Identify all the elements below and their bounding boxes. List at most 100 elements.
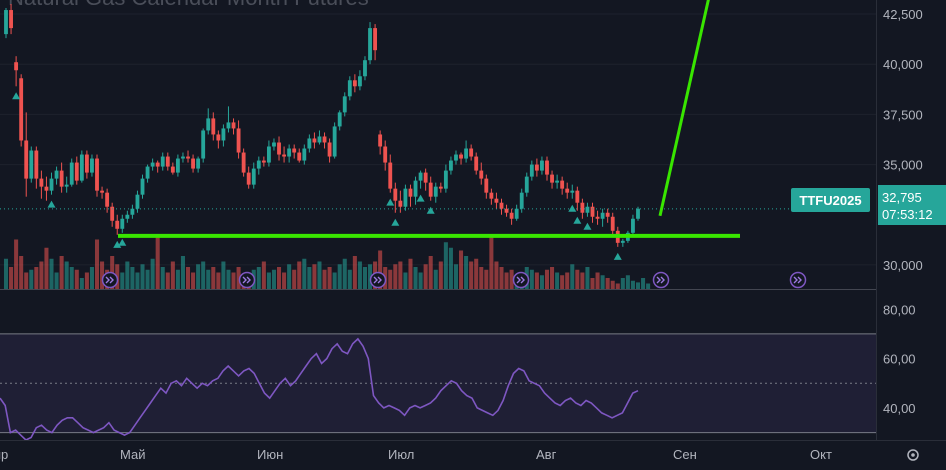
candle-body-16 xyxy=(84,154,89,173)
candle-body-97 xyxy=(494,198,499,203)
volume-bar-119 xyxy=(605,278,610,289)
candle-body-40 xyxy=(206,118,211,131)
volume-bar-18 xyxy=(94,239,100,289)
volume-bar-92 xyxy=(469,261,474,289)
candle-body-113 xyxy=(575,190,580,203)
candle-body-57 xyxy=(292,148,297,153)
price-axis[interactable]: 42,500 40,000 37,500 35,000 30,000 xyxy=(883,7,923,273)
replay-chevrons-3 xyxy=(516,276,525,284)
replay-circle-0 xyxy=(101,271,119,289)
rsi-axis[interactable]: 80,00 60,00 40,00 xyxy=(883,302,916,416)
candle-body-7 xyxy=(39,178,44,187)
candle-body-89 xyxy=(454,154,458,161)
candle-body-0 xyxy=(4,10,8,35)
candle-body-104 xyxy=(529,164,534,177)
candle-body-14 xyxy=(74,162,79,181)
replay-circle-5 xyxy=(789,271,807,289)
candle-body-37 xyxy=(191,158,195,169)
signal-triangle-8 xyxy=(568,204,577,212)
volume-bar-100 xyxy=(509,269,514,289)
time-tick-label-3: Июл xyxy=(388,447,414,462)
forecast-arrow[interactable] xyxy=(658,0,715,217)
candle-body-74 xyxy=(378,134,383,147)
volume-bar-9 xyxy=(49,258,54,289)
volume-bar-14 xyxy=(74,269,79,289)
volume-bar-94 xyxy=(479,267,484,289)
volume-bar-34 xyxy=(175,269,180,289)
volume-bar-99 xyxy=(504,272,509,289)
candle-body-68 xyxy=(347,80,352,97)
volume-bar-0 xyxy=(3,258,9,289)
volume-bar-55 xyxy=(282,272,287,289)
signal-triangle-6 xyxy=(416,194,425,202)
candle-body-95 xyxy=(484,178,489,193)
double-chevron-icon xyxy=(652,271,670,289)
price-tag-background xyxy=(878,185,946,225)
candle-body-55 xyxy=(282,154,287,157)
candle-body-4 xyxy=(24,140,29,179)
volume-bar-41 xyxy=(211,267,216,289)
candle-body-70 xyxy=(357,76,362,87)
candle-body-11 xyxy=(59,170,64,187)
candle-body-86 xyxy=(438,186,443,189)
settings-gear-icon[interactable] xyxy=(907,449,919,461)
candle-body-101 xyxy=(514,208,519,219)
candle-body-90 xyxy=(459,154,463,159)
volume-bar-46 xyxy=(236,267,241,289)
candle-body-13 xyxy=(69,162,74,185)
candle-body-76 xyxy=(388,162,393,189)
volume-bar-76 xyxy=(388,269,393,289)
candle-body-115 xyxy=(585,206,590,213)
replay-chevrons-1 xyxy=(242,276,251,284)
volume-bar-90 xyxy=(459,250,464,289)
candle-body-10 xyxy=(54,170,59,179)
candle-body-12 xyxy=(64,184,69,187)
candle-body-106 xyxy=(540,160,544,171)
signal-triangle-2 xyxy=(113,240,122,248)
replay-chevrons-4 xyxy=(656,276,665,284)
volume-bar-70 xyxy=(357,261,362,289)
volume-bar-8 xyxy=(44,247,49,289)
candle-body-29 xyxy=(150,162,155,167)
candle-body-67 xyxy=(342,96,347,113)
volume-bar-11 xyxy=(59,256,64,289)
candle-body-72 xyxy=(368,28,372,61)
time-tick-label-2: Июн xyxy=(257,447,283,462)
volume-bar-65 xyxy=(332,272,337,289)
candle-body-119 xyxy=(605,212,610,217)
chart-title: Natural Gas Calendar Month Futures xyxy=(8,0,369,10)
volume-bar-23 xyxy=(120,272,125,289)
volume-bar-69 xyxy=(352,256,357,289)
price-tick-label-1: 40,000 xyxy=(883,57,923,72)
candle-body-77 xyxy=(393,188,398,201)
volume-bar-35 xyxy=(180,256,185,289)
volume-bar-37 xyxy=(191,272,196,289)
volume-bar-79 xyxy=(403,272,408,289)
volume-bar-113 xyxy=(575,269,580,289)
volume-bar-78 xyxy=(398,261,403,289)
volume-bar-7 xyxy=(39,261,44,289)
candle-body-3 xyxy=(19,78,24,141)
volume-bar-62 xyxy=(317,261,322,289)
volume-bar-10 xyxy=(54,272,59,289)
signal-triangle-0 xyxy=(12,92,21,100)
candle-body-114 xyxy=(580,202,585,213)
volume-bar-93 xyxy=(474,258,479,289)
candle-body-27 xyxy=(140,178,145,195)
volume-bar-1 xyxy=(9,267,14,289)
volume-bar-13 xyxy=(69,267,74,289)
volume-bar-32 xyxy=(165,272,170,289)
volume-bar-26 xyxy=(135,272,140,289)
price-tick-label-2: 37,500 xyxy=(883,107,923,122)
time-tick-label-0: пр xyxy=(0,447,8,462)
double-chevron-icon xyxy=(789,271,807,289)
candle-body-2 xyxy=(14,62,19,71)
candle-body-88 xyxy=(449,160,453,171)
time-axis[interactable]: пр Май Июн Июл Авг Сен Окт xyxy=(0,447,832,462)
volume-bar-83 xyxy=(423,264,428,289)
signal-triangle-5 xyxy=(391,218,400,226)
volume-bar-80 xyxy=(408,258,413,289)
candle-body-42 xyxy=(216,134,221,141)
candle-body-96 xyxy=(489,192,494,199)
